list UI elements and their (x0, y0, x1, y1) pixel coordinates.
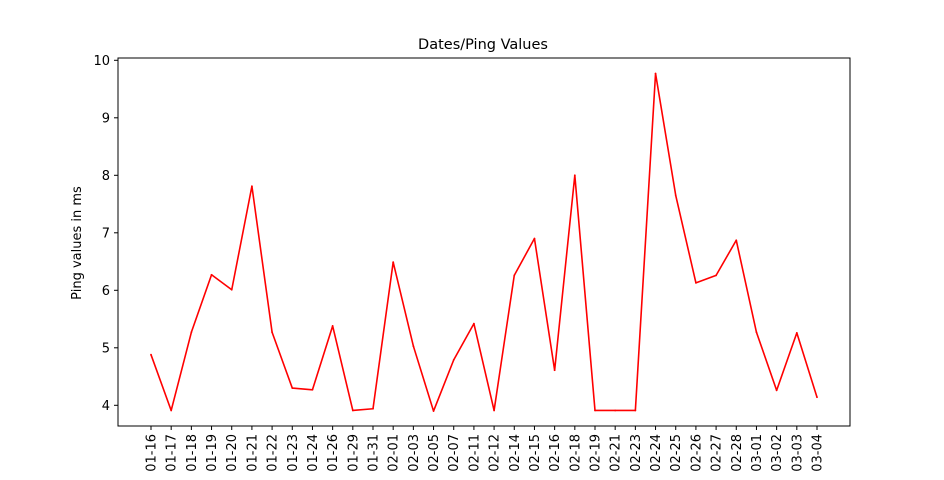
x-tick-label: 01-17 (165, 434, 180, 472)
data-point (311, 388, 314, 391)
data-point (614, 409, 617, 412)
data-point (251, 185, 253, 188)
x-tick-label: 01-26 (326, 434, 341, 472)
x-tick-label: 02-26 (689, 434, 704, 472)
y-axis-ticks: 4 5 6 7 8 9 10 (93, 54, 118, 414)
data-point (715, 274, 717, 277)
data-point (190, 331, 193, 334)
series-layer (150, 72, 818, 412)
data-point (533, 237, 536, 240)
y-tick-label: 6 (102, 284, 110, 299)
data-point (493, 409, 495, 412)
x-tick-label: 02-25 (669, 434, 684, 472)
x-tick-label: 01-29 (346, 434, 361, 472)
x-tick-label: 01-16 (145, 434, 160, 472)
data-point (230, 288, 233, 291)
data-point (654, 72, 657, 75)
x-tick-label: 01-24 (306, 434, 321, 472)
data-point (432, 410, 435, 412)
data-point (695, 281, 697, 284)
plot-frame (117, 57, 851, 427)
x-tick-label: 02-03 (407, 434, 422, 472)
x-tick-label: 01-23 (286, 434, 301, 472)
x-tick-label: 02-11 (467, 434, 482, 472)
data-point (452, 358, 455, 361)
data-point (594, 409, 596, 412)
x-tick-label: 02-21 (609, 434, 624, 472)
x-tick-label: 02-05 (427, 434, 442, 472)
y-tick-label: 5 (102, 341, 110, 356)
x-tick-label: 03-04 (811, 434, 826, 472)
chart-title: Dates/Ping Values (418, 37, 548, 53)
data-point (795, 331, 798, 334)
x-tick-label: 03-02 (770, 434, 785, 472)
data-point (210, 273, 213, 276)
data-point (634, 409, 637, 412)
data-point (170, 409, 173, 412)
data-point (553, 369, 556, 372)
x-tick-label: 02-07 (447, 434, 462, 472)
data-point (473, 322, 475, 325)
x-tick-label: 02-19 (589, 434, 604, 472)
data-point (150, 353, 152, 356)
x-tick-label: 02-24 (649, 434, 664, 472)
x-tick-label: 02-16 (548, 434, 563, 472)
data-point (755, 331, 758, 334)
x-tick-label: 02-14 (508, 434, 523, 472)
y-tick-label: 7 (102, 226, 110, 241)
x-tick-label: 01-21 (245, 434, 260, 472)
x-tick-label: 03-03 (790, 434, 805, 472)
data-point (271, 331, 273, 334)
data-point (775, 389, 778, 392)
x-tick-label: 02-01 (387, 434, 402, 472)
x-tick-label: 02-23 (629, 434, 644, 472)
data-point (392, 261, 395, 264)
data-point (412, 345, 415, 347)
x-tick-label: 03-01 (750, 434, 765, 472)
data-point (372, 407, 374, 410)
x-tick-label: 02-28 (730, 434, 745, 472)
series-line (150, 72, 818, 412)
y-axis-label: Ping values in ms (70, 186, 85, 300)
data-point (573, 174, 576, 177)
x-tick-label: 02-18 (568, 434, 583, 472)
x-tick-label: 01-20 (225, 434, 240, 472)
data-point (331, 325, 334, 327)
y-tick-label: 8 (102, 169, 110, 184)
y-tick-label: 10 (93, 54, 110, 69)
data-point (513, 274, 516, 277)
data-point (735, 239, 738, 242)
data-point (351, 409, 354, 412)
y-tick-label: 4 (102, 399, 110, 414)
data-point (291, 387, 294, 389)
x-tick-label: 01-31 (367, 434, 382, 472)
x-tick-label: 02-12 (488, 434, 503, 472)
data-point (674, 194, 677, 197)
data-point (816, 396, 818, 399)
x-tick-label: 01-18 (185, 434, 200, 472)
x-tick-label: 01-19 (205, 434, 220, 472)
y-tick-label: 9 (102, 111, 110, 126)
x-axis-ticks: 01-16 01-17 01-18 01-19 01-20 01-21 01-22 01-23… (145, 426, 826, 472)
x-tick-label: 02-15 (528, 434, 543, 472)
x-tick-label: 01-22 (266, 434, 281, 472)
x-tick-label: 02-27 (710, 434, 725, 472)
